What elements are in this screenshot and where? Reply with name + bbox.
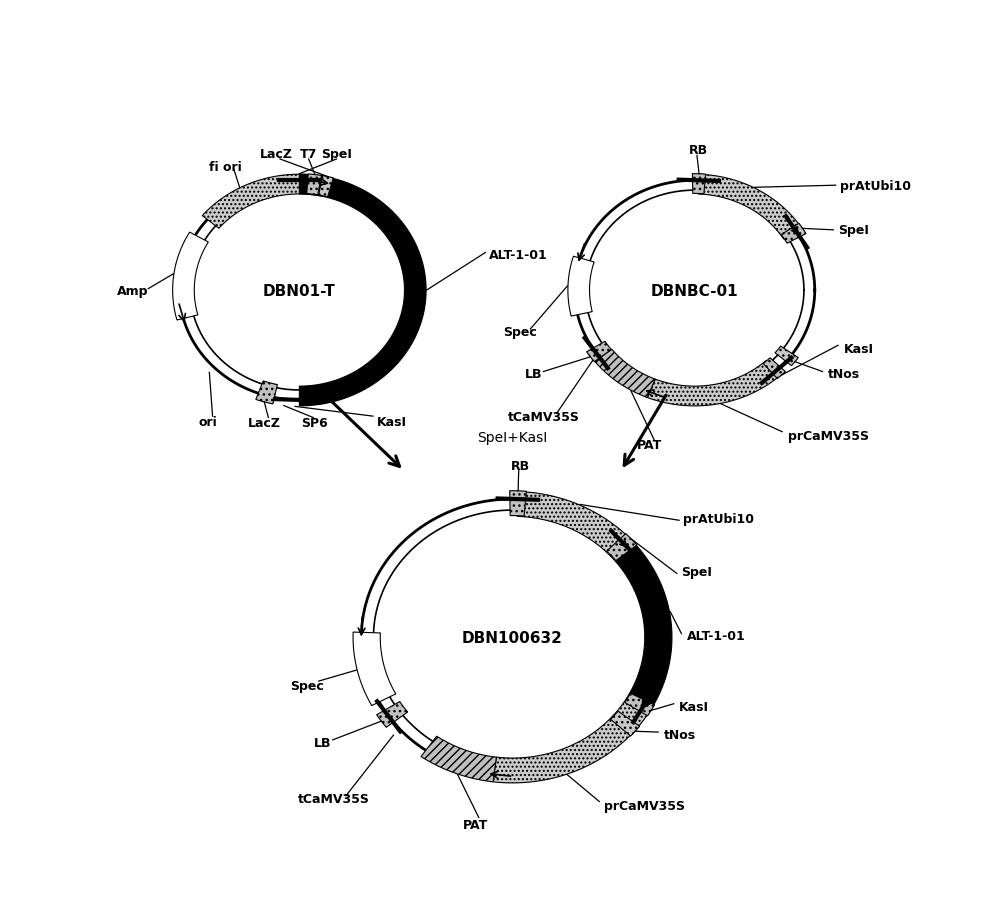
Text: PAT: PAT xyxy=(463,819,488,832)
Polygon shape xyxy=(353,632,396,706)
Text: SP6: SP6 xyxy=(302,416,328,429)
Polygon shape xyxy=(319,176,333,198)
Text: KasI: KasI xyxy=(377,415,407,428)
Text: prCaMV35S: prCaMV35S xyxy=(604,800,685,812)
Polygon shape xyxy=(625,694,655,716)
Text: SpeI: SpeI xyxy=(681,566,712,579)
Text: SpeI: SpeI xyxy=(321,148,352,161)
Polygon shape xyxy=(595,350,655,398)
Text: ALT-1-01: ALT-1-01 xyxy=(489,249,548,262)
Polygon shape xyxy=(775,346,798,367)
Polygon shape xyxy=(202,175,326,229)
Text: prAtUbi10: prAtUbi10 xyxy=(683,512,754,525)
Text: DBN01-T: DBN01-T xyxy=(263,283,336,299)
Polygon shape xyxy=(568,257,594,317)
Polygon shape xyxy=(256,381,277,404)
Text: LB: LB xyxy=(525,368,542,380)
Text: ALT-1-01: ALT-1-01 xyxy=(687,630,746,642)
Text: RB: RB xyxy=(689,144,708,157)
Text: Amp: Amp xyxy=(117,284,148,297)
Text: prCaMV35S: prCaMV35S xyxy=(788,429,869,442)
Polygon shape xyxy=(299,175,426,406)
Polygon shape xyxy=(607,534,637,561)
Polygon shape xyxy=(517,492,631,557)
Text: tCaMV35S: tCaMV35S xyxy=(298,792,370,805)
Text: SpeI: SpeI xyxy=(838,224,869,237)
Text: Spec: Spec xyxy=(503,325,537,338)
Text: KasI: KasI xyxy=(843,342,873,356)
Polygon shape xyxy=(421,736,496,782)
Text: ori: ori xyxy=(199,415,217,428)
Text: DBN100632: DBN100632 xyxy=(462,630,563,645)
Text: SpeI+KasI: SpeI+KasI xyxy=(477,430,548,444)
Text: Spec: Spec xyxy=(290,679,324,692)
Text: LacZ: LacZ xyxy=(260,148,293,161)
Polygon shape xyxy=(698,176,802,240)
Text: tCaMV35S: tCaMV35S xyxy=(508,410,579,423)
Polygon shape xyxy=(692,175,706,195)
Text: DBNBC-01: DBNBC-01 xyxy=(651,283,738,299)
Text: tNos: tNos xyxy=(828,368,860,380)
Polygon shape xyxy=(510,491,526,516)
Text: PAT: PAT xyxy=(637,438,662,451)
Text: RB: RB xyxy=(511,459,530,472)
Polygon shape xyxy=(763,358,785,380)
Polygon shape xyxy=(611,540,672,710)
Polygon shape xyxy=(307,175,321,196)
Text: LB: LB xyxy=(314,736,331,749)
Text: KasI: KasI xyxy=(679,700,709,713)
Text: fi ori: fi ori xyxy=(209,161,242,174)
Polygon shape xyxy=(611,711,640,736)
Polygon shape xyxy=(377,702,408,728)
Text: prAtUbi10: prAtUbi10 xyxy=(840,179,911,192)
Polygon shape xyxy=(587,342,611,362)
Text: tNos: tNos xyxy=(664,729,696,742)
Polygon shape xyxy=(493,698,651,783)
Text: T7: T7 xyxy=(300,148,317,161)
Polygon shape xyxy=(781,224,806,244)
Polygon shape xyxy=(173,233,208,321)
Text: LacZ: LacZ xyxy=(248,416,281,429)
Polygon shape xyxy=(647,361,781,406)
